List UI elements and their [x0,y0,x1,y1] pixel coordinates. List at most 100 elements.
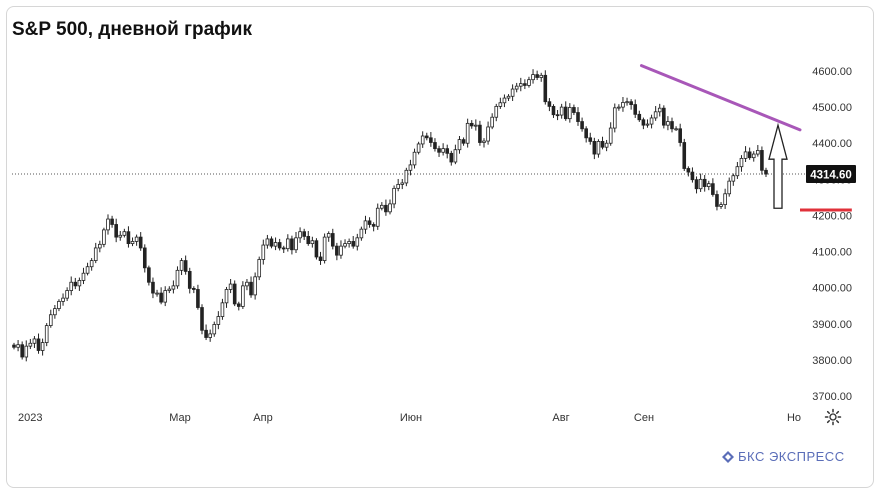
candle-body [657,107,662,113]
candle-body [241,285,245,307]
brand-logo: БКС ЭКСПРЕСС [722,449,845,464]
candle-body [257,259,262,278]
candle-body [662,107,666,126]
candle-body [306,235,311,245]
candle-body [110,218,114,225]
candle-body [437,148,441,153]
candle-body [682,142,687,169]
candle-body [719,204,723,207]
candle-body [629,101,633,105]
candle-body [645,123,650,126]
y-tick-label: 4500.00 [812,102,852,114]
candle-body [580,121,584,130]
candle-body [764,169,768,175]
candle-body [559,106,564,116]
candle-body [40,342,45,351]
x-tick-label: Апр [253,412,272,424]
y-tick-label: 3700.00 [812,391,852,403]
candle-body [408,164,413,171]
candle-body [208,333,212,338]
candle-body [163,290,168,303]
chart-card [6,6,874,488]
candle-body [220,302,225,317]
candle-body [28,342,33,347]
candle-body [747,151,752,159]
candle-body [445,148,450,154]
candle-body [649,117,654,125]
settings-gear-icon[interactable] [824,408,842,426]
candle-body [102,229,106,245]
brand-logo-icon [722,450,734,463]
candle-body [302,231,306,237]
candle-body [547,101,552,107]
candle-body [343,243,347,247]
candle-body [57,300,61,310]
candle-body [53,308,57,316]
candle-body [621,102,625,108]
candle-body [608,127,613,144]
candle-body [228,283,233,290]
candle-body [723,193,727,206]
x-tick-label: Сен [634,412,654,424]
y-tick-label: 4000.00 [812,283,852,295]
candle-body [461,139,466,144]
y-tick-label: 4600.00 [812,66,852,78]
candle-body [531,74,535,81]
y-tick-label: 4400.00 [812,138,852,150]
candle-body [224,289,229,304]
candle-body [24,345,29,358]
candle-body [204,329,208,338]
candle-body [298,231,302,239]
candle-body [147,267,151,283]
candle-body [666,121,670,126]
candle-body [465,122,470,144]
candle-body [588,137,593,142]
candle-body [392,187,396,205]
candle-body [322,236,327,261]
candle-body [686,168,691,173]
candle-body [261,244,266,260]
candle-body [192,287,196,290]
candle-body [375,207,380,227]
candle-body [388,203,392,213]
candle-body [175,269,180,287]
candle-body [702,178,707,187]
candle-body [16,344,20,348]
candle-body [236,303,241,307]
candle-body [514,85,519,90]
candle-body [715,194,719,207]
x-tick-label: Мар [169,412,191,424]
candle-body [498,102,503,107]
candle-body [527,79,531,86]
candle-body [155,292,159,295]
candle-body [216,316,221,325]
candle-body [441,148,445,153]
candle-body [314,240,319,258]
candle-body [756,150,760,155]
candle-body [555,114,560,117]
candle-body [674,128,678,131]
candle-body [735,166,740,177]
candle-body [20,344,24,358]
candle-body [69,281,74,291]
candle-body [114,224,118,238]
candle-body [637,113,642,121]
candle-body [245,281,249,287]
candle-body [641,119,646,126]
candle-body [371,224,376,227]
candle-body [743,151,748,159]
candle-body [310,240,315,245]
candle-body [739,157,744,168]
y-tick-label: 3800.00 [812,355,852,367]
candle-body [760,150,764,171]
candle-body [200,307,204,331]
candle-body [751,153,756,159]
candle-body [416,143,421,153]
candle-body [523,83,527,86]
breakout-arrow [768,122,788,209]
candle-body [281,247,286,250]
candle-body [363,220,368,230]
candle-body [572,107,576,113]
candle-body [469,122,474,127]
